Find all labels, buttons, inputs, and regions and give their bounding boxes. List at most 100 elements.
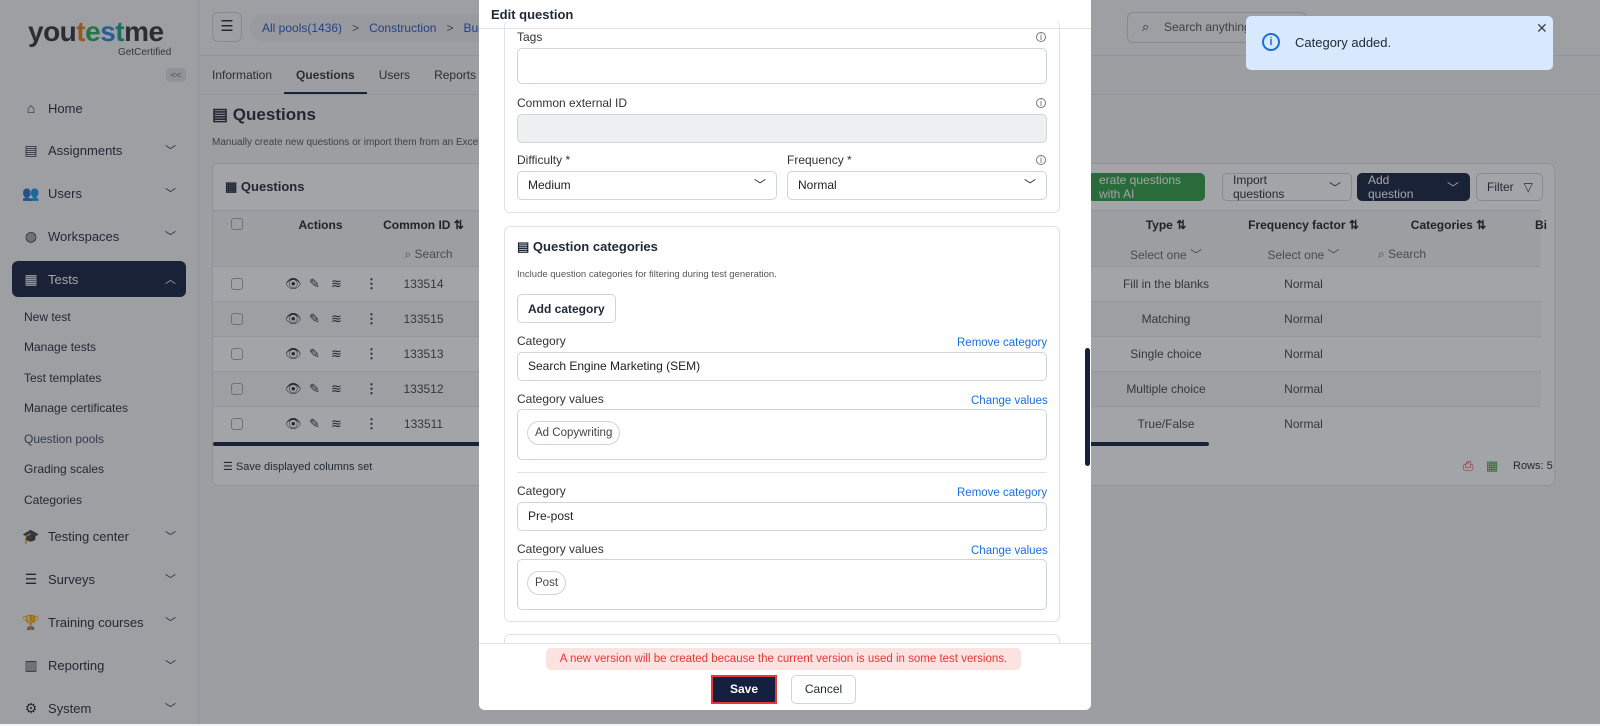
pencil-icon[interactable]: ✎ bbox=[309, 416, 320, 431]
nav-home[interactable]: ⌂ Home bbox=[12, 90, 186, 126]
pencil-icon[interactable]: ✎ bbox=[309, 381, 320, 396]
generate-ai-button[interactable]: erate questions with AI bbox=[1088, 173, 1205, 201]
category-values-box[interactable] bbox=[517, 559, 1047, 610]
frequency-filter-select[interactable]: Select one ﹀ bbox=[1267, 248, 1340, 262]
change-values-link[interactable]: Change values bbox=[971, 545, 1048, 557]
add-category-button[interactable]: Add category bbox=[517, 294, 616, 323]
row-checkbox[interactable] bbox=[231, 278, 243, 290]
frequency-select[interactable]: Normal ﹀ bbox=[787, 171, 1047, 200]
col-common-id[interactable]: Common ID ⇅ bbox=[383, 218, 464, 232]
cancel-button[interactable]: Cancel bbox=[791, 675, 856, 704]
tab-users[interactable]: Users bbox=[378, 68, 411, 82]
col-categories[interactable]: Categories ⇅ bbox=[1410, 218, 1487, 232]
difficulty-select[interactable]: Medium ﹀ bbox=[517, 171, 777, 200]
tab-information[interactable]: Information bbox=[212, 68, 273, 82]
subnav-question-pools[interactable]: Question pools bbox=[24, 432, 105, 446]
menu-icon[interactable]: ☰ bbox=[212, 12, 242, 42]
modal-scrollbar[interactable] bbox=[1085, 348, 1090, 466]
nav-workspaces[interactable]: ◍ Workspaces ﹀ bbox=[12, 218, 186, 254]
row-common-id: 133513 bbox=[403, 347, 444, 361]
save-columns-button[interactable]: ☰ Save displayed columns set bbox=[223, 461, 373, 473]
select-all-checkbox[interactable] bbox=[231, 218, 243, 230]
more-icon[interactable]: ⋮ bbox=[365, 416, 378, 431]
nav-label: System bbox=[48, 700, 92, 716]
row-checkbox[interactable] bbox=[231, 313, 243, 325]
category-input[interactable]: Pre-post bbox=[517, 502, 1047, 531]
row-frequency: Normal bbox=[1284, 382, 1323, 396]
chevron-down-icon: ﹀ bbox=[165, 660, 176, 672]
breadcrumb-current[interactable]: Buil bbox=[463, 21, 484, 35]
eye-icon[interactable]: 👁 bbox=[285, 416, 302, 431]
eye-icon[interactable]: 👁 bbox=[285, 346, 302, 361]
nav-reporting[interactable]: ▥ Reporting ﹀ bbox=[12, 647, 186, 683]
tab-questions[interactable]: Questions bbox=[284, 57, 367, 94]
more-icon[interactable]: ⋮ bbox=[365, 381, 378, 396]
breadcrumb-construction[interactable]: Construction bbox=[369, 21, 437, 35]
row-checkbox[interactable] bbox=[231, 348, 243, 360]
tags-input[interactable] bbox=[517, 48, 1047, 84]
remove-category-link[interactable]: Remove category bbox=[957, 337, 1048, 349]
close-icon[interactable]: ✕ bbox=[1536, 20, 1548, 36]
home-icon: ⌂ bbox=[26, 100, 36, 116]
row-checkbox[interactable] bbox=[231, 418, 243, 430]
category-input[interactable]: Search Engine Marketing (SEM) bbox=[517, 352, 1047, 381]
filter-icon: ▽ bbox=[1523, 180, 1533, 194]
nav-training-courses[interactable]: 🏆 Training courses ﹀ bbox=[12, 604, 186, 640]
tab-reports[interactable]: Reports bbox=[434, 68, 477, 82]
breadcrumb-all-pools[interactable]: All pools(1436) bbox=[262, 21, 343, 35]
type-filter-select[interactable]: Select one ﹀ bbox=[1129, 248, 1203, 262]
pencil-icon[interactable]: ✎ bbox=[309, 311, 320, 326]
tags-label: Tags bbox=[517, 30, 543, 44]
layers-icon[interactable]: ≋ bbox=[331, 346, 342, 361]
category-label: Category bbox=[517, 484, 566, 498]
logo-tagline: GetCertified bbox=[118, 47, 172, 58]
subnav-new-test[interactable]: New test bbox=[24, 310, 71, 324]
layers-icon[interactable]: ≋ bbox=[331, 416, 342, 431]
save-button[interactable]: Save bbox=[711, 675, 777, 704]
subnav-manage-tests[interactable]: Manage tests bbox=[24, 340, 97, 354]
categories-search[interactable]: ⌕ Search bbox=[1378, 247, 1427, 261]
import-questions-button[interactable]: Import questions ﹀ bbox=[1222, 173, 1352, 201]
eye-icon[interactable]: 👁 bbox=[285, 276, 302, 291]
nav-system[interactable]: ⚙ System ﹀ bbox=[12, 690, 186, 726]
pencil-icon[interactable]: ✎ bbox=[309, 276, 320, 291]
eye-icon[interactable]: 👁 bbox=[285, 381, 302, 396]
report-icon: ▥ bbox=[24, 656, 38, 673]
col-bi: Bi bbox=[1535, 218, 1547, 232]
common-id-search[interactable]: ⌕ Search bbox=[404, 247, 453, 261]
subnav-manage-certificates[interactable]: Manage certificates bbox=[24, 401, 129, 415]
nav-testing-center[interactable]: 🎓 Testing center ﹀ bbox=[12, 518, 186, 554]
filter-button[interactable]: Filter ▽ bbox=[1476, 173, 1543, 201]
nav-users[interactable]: 👥 Users ﹀ bbox=[12, 175, 186, 211]
subnav-grading-scales[interactable]: Grading scales bbox=[24, 462, 105, 476]
collapse-sidebar-button[interactable]: << bbox=[166, 68, 186, 82]
more-icon[interactable]: ⋮ bbox=[365, 276, 378, 291]
change-values-link[interactable]: Change values bbox=[971, 395, 1048, 407]
nav-surveys[interactable]: ☰ Surveys ﹀ bbox=[12, 561, 186, 597]
subnav-categories[interactable]: Categories bbox=[24, 493, 83, 507]
chevron-down-icon: ﹀ bbox=[1023, 178, 1036, 192]
more-icon[interactable]: ⋮ bbox=[365, 346, 378, 361]
remove-category-link[interactable]: Remove category bbox=[957, 487, 1048, 499]
more-icon[interactable]: ⋮ bbox=[365, 311, 378, 326]
subnav-test-templates[interactable]: Test templates bbox=[24, 371, 102, 385]
row-frequency: Normal bbox=[1284, 312, 1323, 326]
eye-icon[interactable]: 👁 bbox=[285, 311, 302, 326]
layers-icon[interactable]: ≋ bbox=[331, 276, 342, 291]
col-type[interactable]: Type ⇅ bbox=[1145, 218, 1187, 232]
col-frequency[interactable]: Frequency factor ⇅ bbox=[1248, 218, 1359, 232]
nav-assignments[interactable]: ▤ Assignments ﹀ bbox=[12, 132, 186, 168]
row-checkbox[interactable] bbox=[231, 383, 243, 395]
layers-icon[interactable]: ≋ bbox=[331, 311, 342, 326]
category-values-box[interactable] bbox=[517, 409, 1047, 460]
row-common-id: 133511 bbox=[403, 417, 444, 431]
version-warning: A new version will be created because th… bbox=[546, 648, 1021, 670]
layers-icon[interactable]: ≋ bbox=[331, 381, 342, 396]
pdf-export-icon[interactable]: ⎙ bbox=[1463, 458, 1474, 473]
nav-tests[interactable]: ▦ Tests ︿ bbox=[12, 261, 186, 297]
excel-export-icon[interactable]: ▦ bbox=[1486, 458, 1499, 473]
pencil-icon[interactable]: ✎ bbox=[309, 346, 320, 361]
nav-label: Users bbox=[48, 185, 82, 201]
add-question-button[interactable]: Add question ﹀ bbox=[1357, 173, 1470, 201]
chevron-down-icon: ﹀ bbox=[165, 145, 176, 157]
